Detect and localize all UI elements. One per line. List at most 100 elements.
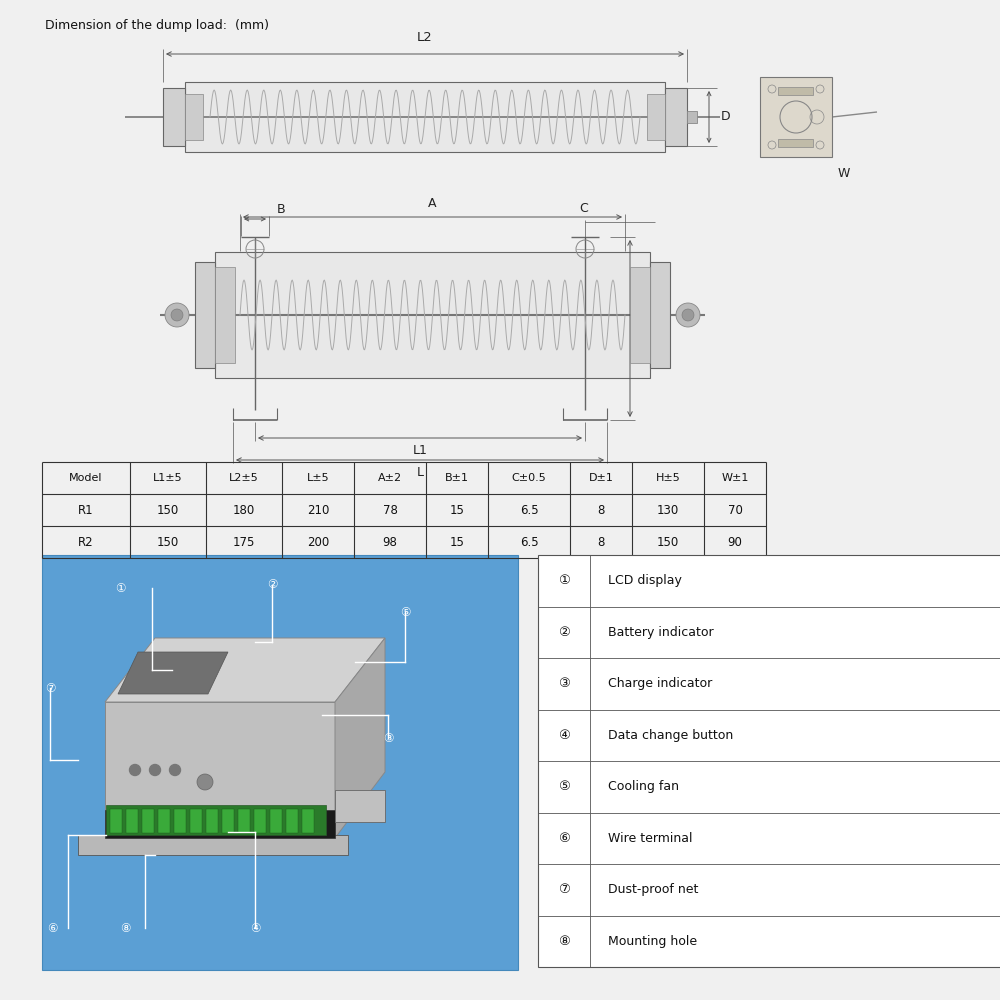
Circle shape bbox=[197, 774, 213, 790]
Text: 150: 150 bbox=[657, 536, 679, 548]
Text: 15: 15 bbox=[450, 503, 464, 516]
Text: ③: ③ bbox=[383, 732, 393, 744]
Text: ②: ② bbox=[558, 626, 570, 639]
Text: Mounting hole: Mounting hole bbox=[608, 935, 697, 948]
Bar bbox=[42, 555, 518, 970]
Bar bbox=[158, 809, 170, 833]
Bar bbox=[163, 88, 185, 146]
Text: R2: R2 bbox=[78, 536, 94, 548]
Text: D: D bbox=[721, 110, 731, 123]
Bar bbox=[760, 77, 832, 157]
Polygon shape bbox=[105, 638, 385, 702]
Text: ⑤: ⑤ bbox=[400, 605, 410, 618]
Text: L: L bbox=[416, 466, 423, 479]
Bar bbox=[778, 139, 813, 147]
Text: 180: 180 bbox=[233, 503, 255, 516]
Bar bbox=[185, 82, 665, 152]
Bar bbox=[335, 790, 385, 822]
Text: ⑤: ⑤ bbox=[558, 780, 570, 793]
Text: H: H bbox=[640, 322, 649, 335]
Text: L2: L2 bbox=[417, 31, 433, 44]
Bar bbox=[142, 809, 154, 833]
Text: LCD display: LCD display bbox=[608, 574, 682, 587]
Text: ⑥: ⑥ bbox=[558, 832, 570, 845]
Text: 6.5: 6.5 bbox=[520, 536, 538, 548]
Text: 130: 130 bbox=[657, 503, 679, 516]
Bar bbox=[215, 252, 650, 378]
Text: A±2: A±2 bbox=[378, 473, 402, 483]
Text: R1: R1 bbox=[78, 503, 94, 516]
Circle shape bbox=[170, 764, 180, 776]
Text: A: A bbox=[428, 197, 437, 210]
Bar bbox=[106, 805, 326, 835]
Polygon shape bbox=[335, 638, 385, 838]
Text: 6.5: 6.5 bbox=[520, 503, 538, 516]
Text: L2±5: L2±5 bbox=[229, 473, 259, 483]
Bar bbox=[222, 809, 234, 833]
Bar bbox=[195, 262, 215, 368]
Text: 15: 15 bbox=[450, 536, 464, 548]
Bar bbox=[185, 94, 203, 140]
Text: C: C bbox=[579, 202, 588, 215]
Text: W: W bbox=[838, 167, 850, 180]
Text: H±5: H±5 bbox=[656, 473, 680, 483]
Text: 70: 70 bbox=[728, 503, 742, 516]
Bar bbox=[174, 809, 186, 833]
Bar bbox=[630, 267, 650, 363]
Text: 200: 200 bbox=[307, 536, 329, 548]
Text: Dimension of the dump load:  (mm): Dimension of the dump load: (mm) bbox=[45, 19, 269, 32]
Text: ④: ④ bbox=[250, 922, 260, 934]
Text: 210: 210 bbox=[307, 503, 329, 516]
Text: 90: 90 bbox=[728, 536, 742, 548]
Text: D±1: D±1 bbox=[589, 473, 613, 483]
Text: ①: ① bbox=[558, 574, 570, 587]
Bar bbox=[215, 267, 235, 363]
Bar bbox=[110, 809, 122, 833]
Bar bbox=[126, 809, 138, 833]
Text: Data change button: Data change button bbox=[608, 729, 733, 742]
Text: 8: 8 bbox=[597, 536, 605, 548]
Bar bbox=[687, 111, 697, 123]
Circle shape bbox=[150, 764, 160, 776]
Polygon shape bbox=[118, 652, 228, 694]
Bar bbox=[647, 94, 665, 140]
Bar bbox=[238, 809, 250, 833]
Text: ①: ① bbox=[115, 582, 125, 594]
Bar bbox=[190, 809, 202, 833]
Text: Dust-proof net: Dust-proof net bbox=[608, 883, 698, 896]
Text: ⑦: ⑦ bbox=[45, 682, 55, 694]
Bar bbox=[286, 809, 298, 833]
Text: ③: ③ bbox=[558, 677, 570, 690]
Text: W±1: W±1 bbox=[721, 473, 749, 483]
Bar bbox=[778, 87, 813, 95]
Bar bbox=[538, 555, 1000, 967]
Text: ⑧: ⑧ bbox=[558, 935, 570, 948]
Text: B: B bbox=[277, 203, 286, 216]
Text: B±1: B±1 bbox=[445, 473, 469, 483]
Text: Wire terminal: Wire terminal bbox=[608, 832, 692, 845]
Text: 150: 150 bbox=[157, 536, 179, 548]
Text: L±5: L±5 bbox=[307, 473, 329, 483]
Bar bbox=[206, 809, 218, 833]
Text: Model: Model bbox=[69, 473, 103, 483]
Text: 150: 150 bbox=[157, 503, 179, 516]
Text: 8: 8 bbox=[597, 503, 605, 516]
Text: ⑦: ⑦ bbox=[558, 883, 570, 896]
Text: Cooling fan: Cooling fan bbox=[608, 780, 679, 793]
Circle shape bbox=[676, 303, 700, 327]
Text: L1±5: L1±5 bbox=[153, 473, 183, 483]
Text: Battery indicator: Battery indicator bbox=[608, 626, 714, 639]
Bar bbox=[650, 262, 670, 368]
Text: 175: 175 bbox=[233, 536, 255, 548]
Text: 78: 78 bbox=[383, 503, 397, 516]
Circle shape bbox=[165, 303, 189, 327]
Text: ⑧: ⑧ bbox=[120, 922, 130, 934]
Text: Charge indicator: Charge indicator bbox=[608, 677, 712, 690]
Bar bbox=[78, 835, 348, 855]
Text: 98: 98 bbox=[383, 536, 397, 548]
Circle shape bbox=[682, 309, 694, 321]
Bar bbox=[254, 809, 266, 833]
Bar bbox=[302, 809, 314, 833]
Text: ②: ② bbox=[267, 578, 277, 591]
Bar bbox=[270, 809, 282, 833]
